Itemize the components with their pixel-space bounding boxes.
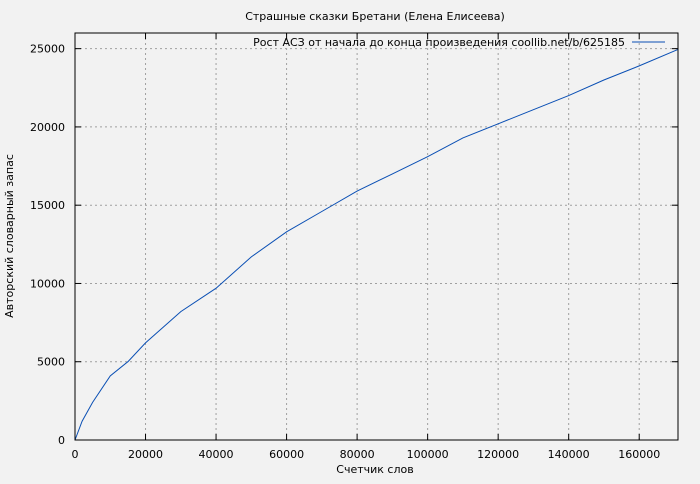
x-tick-label: 120000: [477, 448, 519, 461]
series-group: [74, 48, 679, 441]
x-tick-label: 0: [72, 448, 79, 461]
legend: Рост АСЗ от начала до конца произведения…: [253, 36, 665, 49]
y-tick-label: 10000: [30, 277, 65, 290]
x-tick-label: 140000: [548, 448, 590, 461]
y-axis-label: Авторский словарный запас: [3, 154, 16, 318]
x-tick-label: 60000: [269, 448, 304, 461]
y-tick-label: 15000: [30, 199, 65, 212]
plot-border: [74, 32, 679, 441]
x-tick-label: 20000: [128, 448, 163, 461]
chart-title: Страшные сказки Бретани (Елена Елисеева): [245, 10, 505, 23]
y-tick-label: 25000: [30, 43, 65, 56]
legend-label: Рост АСЗ от начала до конца произведения…: [253, 36, 625, 49]
x-axis-label: Счетчик слов: [336, 463, 413, 476]
x-tick-label: 40000: [199, 448, 234, 461]
y-tick-label: 5000: [37, 356, 65, 369]
x-tick-label: 100000: [407, 448, 449, 461]
x-tick-label: 80000: [340, 448, 375, 461]
ticks: 0 20000 40000 60000 80000 100000 120000 140000 1…: [30, 33, 678, 461]
y-tick-label: 0: [58, 434, 65, 447]
series-line: [74, 48, 679, 441]
x-tick-label: 160000: [618, 448, 660, 461]
y-tick-label: 20000: [30, 121, 65, 134]
grid: [75, 33, 678, 440]
